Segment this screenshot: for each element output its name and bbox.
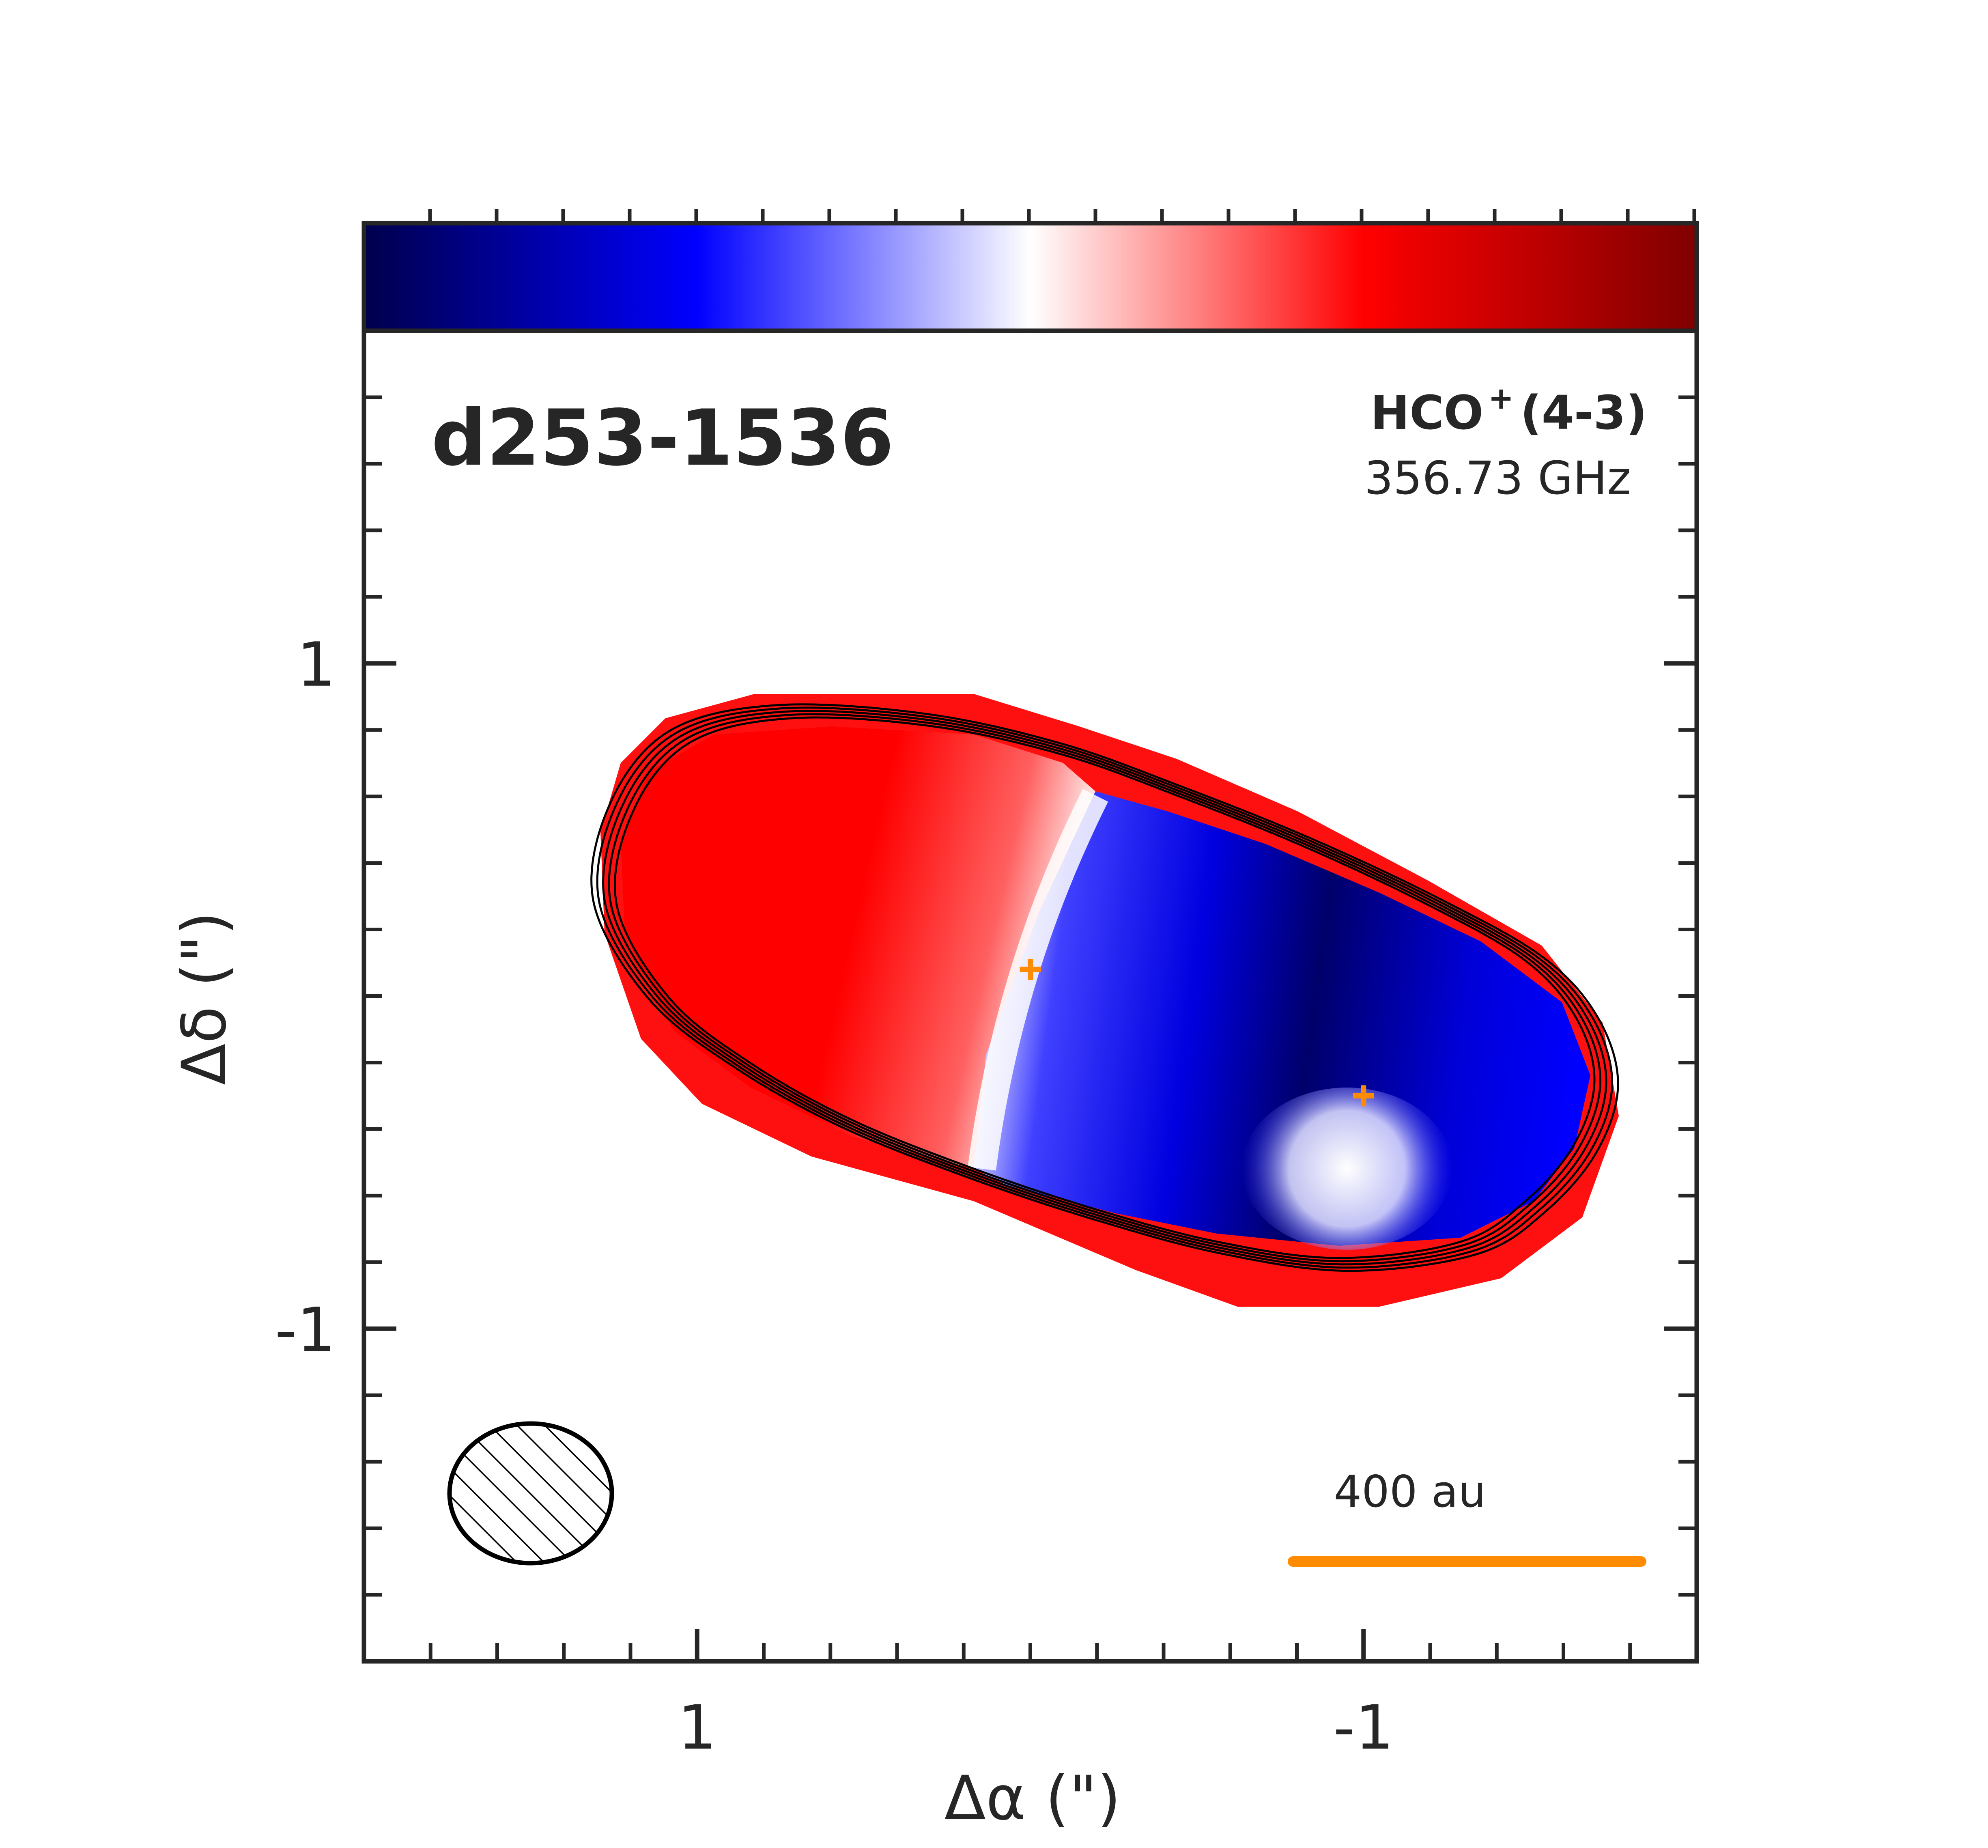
source-plus-marker [1020,958,1041,980]
tick-labels: 1 -1 1 -1 [275,630,1394,1763]
low-velocity-spot [1241,1088,1452,1250]
source-plus-marker [1353,1085,1374,1107]
line-label-sup: + [1488,380,1514,416]
beam-ellipse [447,1421,614,1566]
x-tick-label: -1 [1333,1693,1394,1763]
colorbar-ticks [428,209,1696,223]
line-label: HCO + (4-3) [1371,380,1647,440]
line-label-transition: (4-3) [1520,386,1647,440]
source-markers [1020,958,1374,1107]
contour-line [608,713,1602,1262]
contour-line [590,703,1619,1272]
y-tick-label: -1 [275,1295,336,1366]
axis-ticks [364,395,1697,1661]
source-name: d253-1536 [431,393,894,483]
redshifted-lobe [621,726,1095,1169]
x-tick-label: 1 [678,1693,716,1763]
scale-bar-label: 400 au [1334,1467,1486,1517]
colorbar [364,223,1697,331]
contour-line [596,706,1614,1269]
y-tick-label: 1 [297,630,336,700]
moment-map [590,694,1619,1307]
intensity-contours [590,703,1619,1272]
contour-line [614,716,1596,1259]
y-axis-label: Δδ (") [169,911,240,1085]
frequency-label: 356.73 GHz [1364,452,1631,505]
line-label-molecule: HCO [1371,386,1483,440]
contour-line [602,710,1607,1266]
x-axis-label: Δα (") [944,1763,1121,1834]
